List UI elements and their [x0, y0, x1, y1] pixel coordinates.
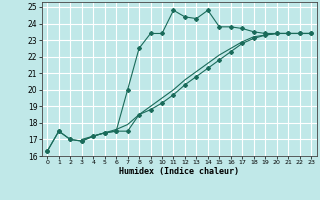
X-axis label: Humidex (Indice chaleur): Humidex (Indice chaleur) — [119, 167, 239, 176]
